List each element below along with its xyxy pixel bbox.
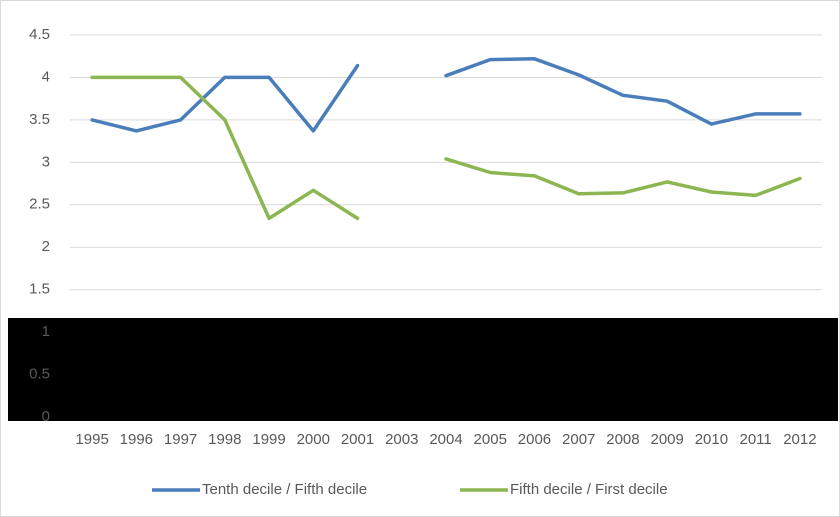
redaction-block <box>8 318 838 421</box>
x-tick-label: 1996 <box>120 431 153 448</box>
x-tick-label: 2008 <box>606 431 639 448</box>
y-tick-label: 3 <box>42 153 50 170</box>
x-tick-label: 2006 <box>518 431 551 448</box>
x-tick-label: 1999 <box>252 431 285 448</box>
x-tick-label: 2004 <box>429 431 462 448</box>
x-tick-label: 2003 <box>385 431 418 448</box>
y-tick-label: 1.5 <box>29 281 50 298</box>
y-tick-label: 4.5 <box>29 26 50 43</box>
y-tick-label: 1 <box>42 323 50 340</box>
x-tick-label: 1997 <box>164 431 197 448</box>
x-tick-label: 2011 <box>740 431 772 448</box>
x-tick-label: 2005 <box>474 431 507 448</box>
series-line <box>90 57 802 133</box>
x-tick-label: 1995 <box>75 431 108 448</box>
y-tick-label: 0 <box>42 408 50 425</box>
legend-label: Fifth decile / First decile <box>510 481 668 498</box>
x-tick-label: 1998 <box>208 431 241 448</box>
plot: 0 0.5 1 1.5 2 2.5 3 3.5 4 4.5 1995 1996 1997 1998 1999… <box>29 26 816 498</box>
y-tick-label: 2.5 <box>29 196 50 213</box>
y-tick-label: 2 <box>42 238 50 255</box>
x-tick-label: 2000 <box>297 431 330 448</box>
x-tick-label: 2007 <box>562 431 595 448</box>
x-tick-label: 2001 <box>341 431 374 448</box>
series-line <box>90 75 802 221</box>
x-tick-label: 2010 <box>695 431 728 448</box>
x-tick-label: 2009 <box>650 431 683 448</box>
y-tick-label: 0.5 <box>29 366 50 383</box>
y-tick-label: 4 <box>42 68 50 85</box>
legend-label: Tenth decile / Fifth decile <box>202 481 367 498</box>
y-tick-label: 3.5 <box>29 111 50 128</box>
x-tick-label: 2012 <box>783 431 816 448</box>
